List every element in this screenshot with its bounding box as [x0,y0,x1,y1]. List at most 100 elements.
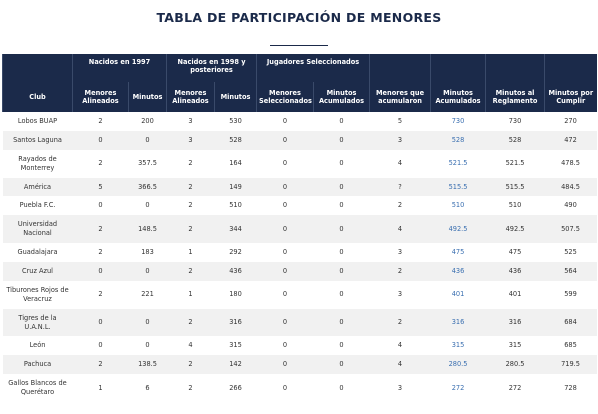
value-cell: 0 [313,308,370,337]
value-cell: 507.5 [544,215,597,244]
value-cell: 316 [430,308,486,337]
value-cell: 730 [451,117,465,125]
value-cell: 475 [451,248,465,257]
value-cell: 3 [188,117,193,125]
value-cell: 316 [214,308,257,337]
value-cell: 0 [282,341,288,350]
club-cell: Guadalajara [17,248,58,257]
value-cell: 0 [256,215,314,244]
table-head: Nacidos en 1997 Nacidos en 1998 y posteri… [2,54,597,112]
value-cell: 2 [188,383,193,392]
value-cell: 2 [98,117,103,125]
value-cell: 521.5 [505,159,525,168]
value-cell: 510 [229,201,242,210]
value-cell: 315 [451,341,465,350]
value-cell: 728 [564,383,577,392]
column-header: Menores que acumularon [369,82,431,112]
value-cell: 138.5 [128,355,167,375]
value-cell: 3 [369,130,431,150]
value-cell: 1 [98,383,103,392]
value-cell: 2 [98,290,103,299]
column-header: Minutos Acumulados [313,82,370,112]
value-cell: 2 [369,308,431,337]
value-cell: 1 [188,248,193,257]
value-cell: 180 [229,290,242,299]
column-header: Minutos [127,82,167,112]
value-cell: 436 [485,262,545,281]
value-cell: 270 [564,117,577,125]
value-cell: 528 [485,130,545,150]
group-header-empty [430,54,486,82]
value-cell: 2 [72,355,129,375]
value-cell: 0 [339,383,344,392]
value-cell: 0 [128,308,167,337]
value-cell: 436 [430,262,486,281]
value-cell: 472 [544,130,597,150]
value-cell: 0 [339,117,344,125]
value-cell: 0 [256,262,314,281]
value-cell: 478.5 [561,159,580,168]
table-row: Santos Laguna 0 0 3 528 0 0 3 528 528 472 [2,130,597,150]
value-cell: 0 [339,248,344,257]
value-cell: 292 [229,248,242,257]
value-cell: 2 [166,215,215,244]
value-cell: 599 [564,290,577,299]
value-cell: 6 [145,383,150,392]
value-cell: 3 [397,290,403,299]
table-row: Gallos Blancos de Querétaro 1 6 2 266 0 0 3 272 2… [3,374,597,402]
value-cell: 564 [544,262,597,281]
value-cell: 0 [256,308,314,337]
value-cell: 515.5 [430,177,486,197]
value-cell: 149 [214,177,257,197]
value-cell: 200 [141,117,154,125]
value-cell: 0 [256,130,314,150]
value-cell: 2 [166,262,215,281]
value-cell: 0 [282,290,288,299]
participation-table: Nacidos en 1997 Nacidos en 1998 y posteri… [2,54,597,402]
table-row: América 5 366.5 2 149 0 0? 515.5 515.5 484.5 [2,177,597,197]
club-cell: Puebla F.C. [19,201,56,210]
value-cell: 528 [214,130,257,150]
group-header-empty [369,54,431,82]
group-header-empty [2,54,73,82]
page-title: TABLA DE PARTICIPACIÓN DE MENORES [156,10,442,25]
club-cell: Pachuca [2,355,73,375]
value-cell: 0 [339,341,344,350]
value-cell: 0 [313,177,370,197]
value-cell: 142 [214,355,257,375]
table-body: Lobos BUAP 2 200 3 530 0 0 5 730 730 270 Santos Lag… [2,112,597,402]
value-cell: 316 [485,308,545,337]
table-row: Guadalajara 2 183 1 292 0 0 3 475 475 525 [3,243,597,262]
column-header: Minutos al Reglamento [485,82,545,112]
value-cell: 266 [229,383,242,392]
value-cell: 0 [313,215,370,244]
value-cell: 0 [339,159,344,168]
table-row: Universidad Nacional 2 148.5 2 344 0 0 4 492.5 49… [2,215,597,244]
title-underline [270,45,328,46]
value-cell: 357.5 [138,159,157,168]
value-cell: 3 [397,248,403,257]
column-header: Minutos [214,82,257,112]
value-cell: 183 [141,248,154,257]
value-cell: 490 [564,201,577,210]
value-cell: 5 [397,117,403,125]
club-cell: Cruz Azul [2,262,73,281]
club-cell: León [29,341,46,350]
value-cell: 684 [544,308,597,337]
value-cell: 315 [229,341,242,350]
value-cell: 3 [397,383,403,392]
value-cell: 401 [508,290,522,299]
value-cell: 2 [166,177,215,197]
table-row: León 0 0 4 315 0 0 4 315 315 685 [3,336,597,355]
table-row: Tiburones Rojos de Veracruz 2 221 1 180 0 0 3 40… [3,281,597,309]
value-cell: 2 [166,308,215,337]
value-cell: 280.5 [485,355,545,375]
column-header: Club [2,82,73,112]
value-cell: 0 [128,262,167,281]
value-cell: 315 [508,341,522,350]
value-cell: 0 [98,201,103,210]
column-header: Menores Seleccionados [256,82,314,112]
club-cell: América [2,177,73,197]
value-cell: 366.5 [128,177,167,197]
